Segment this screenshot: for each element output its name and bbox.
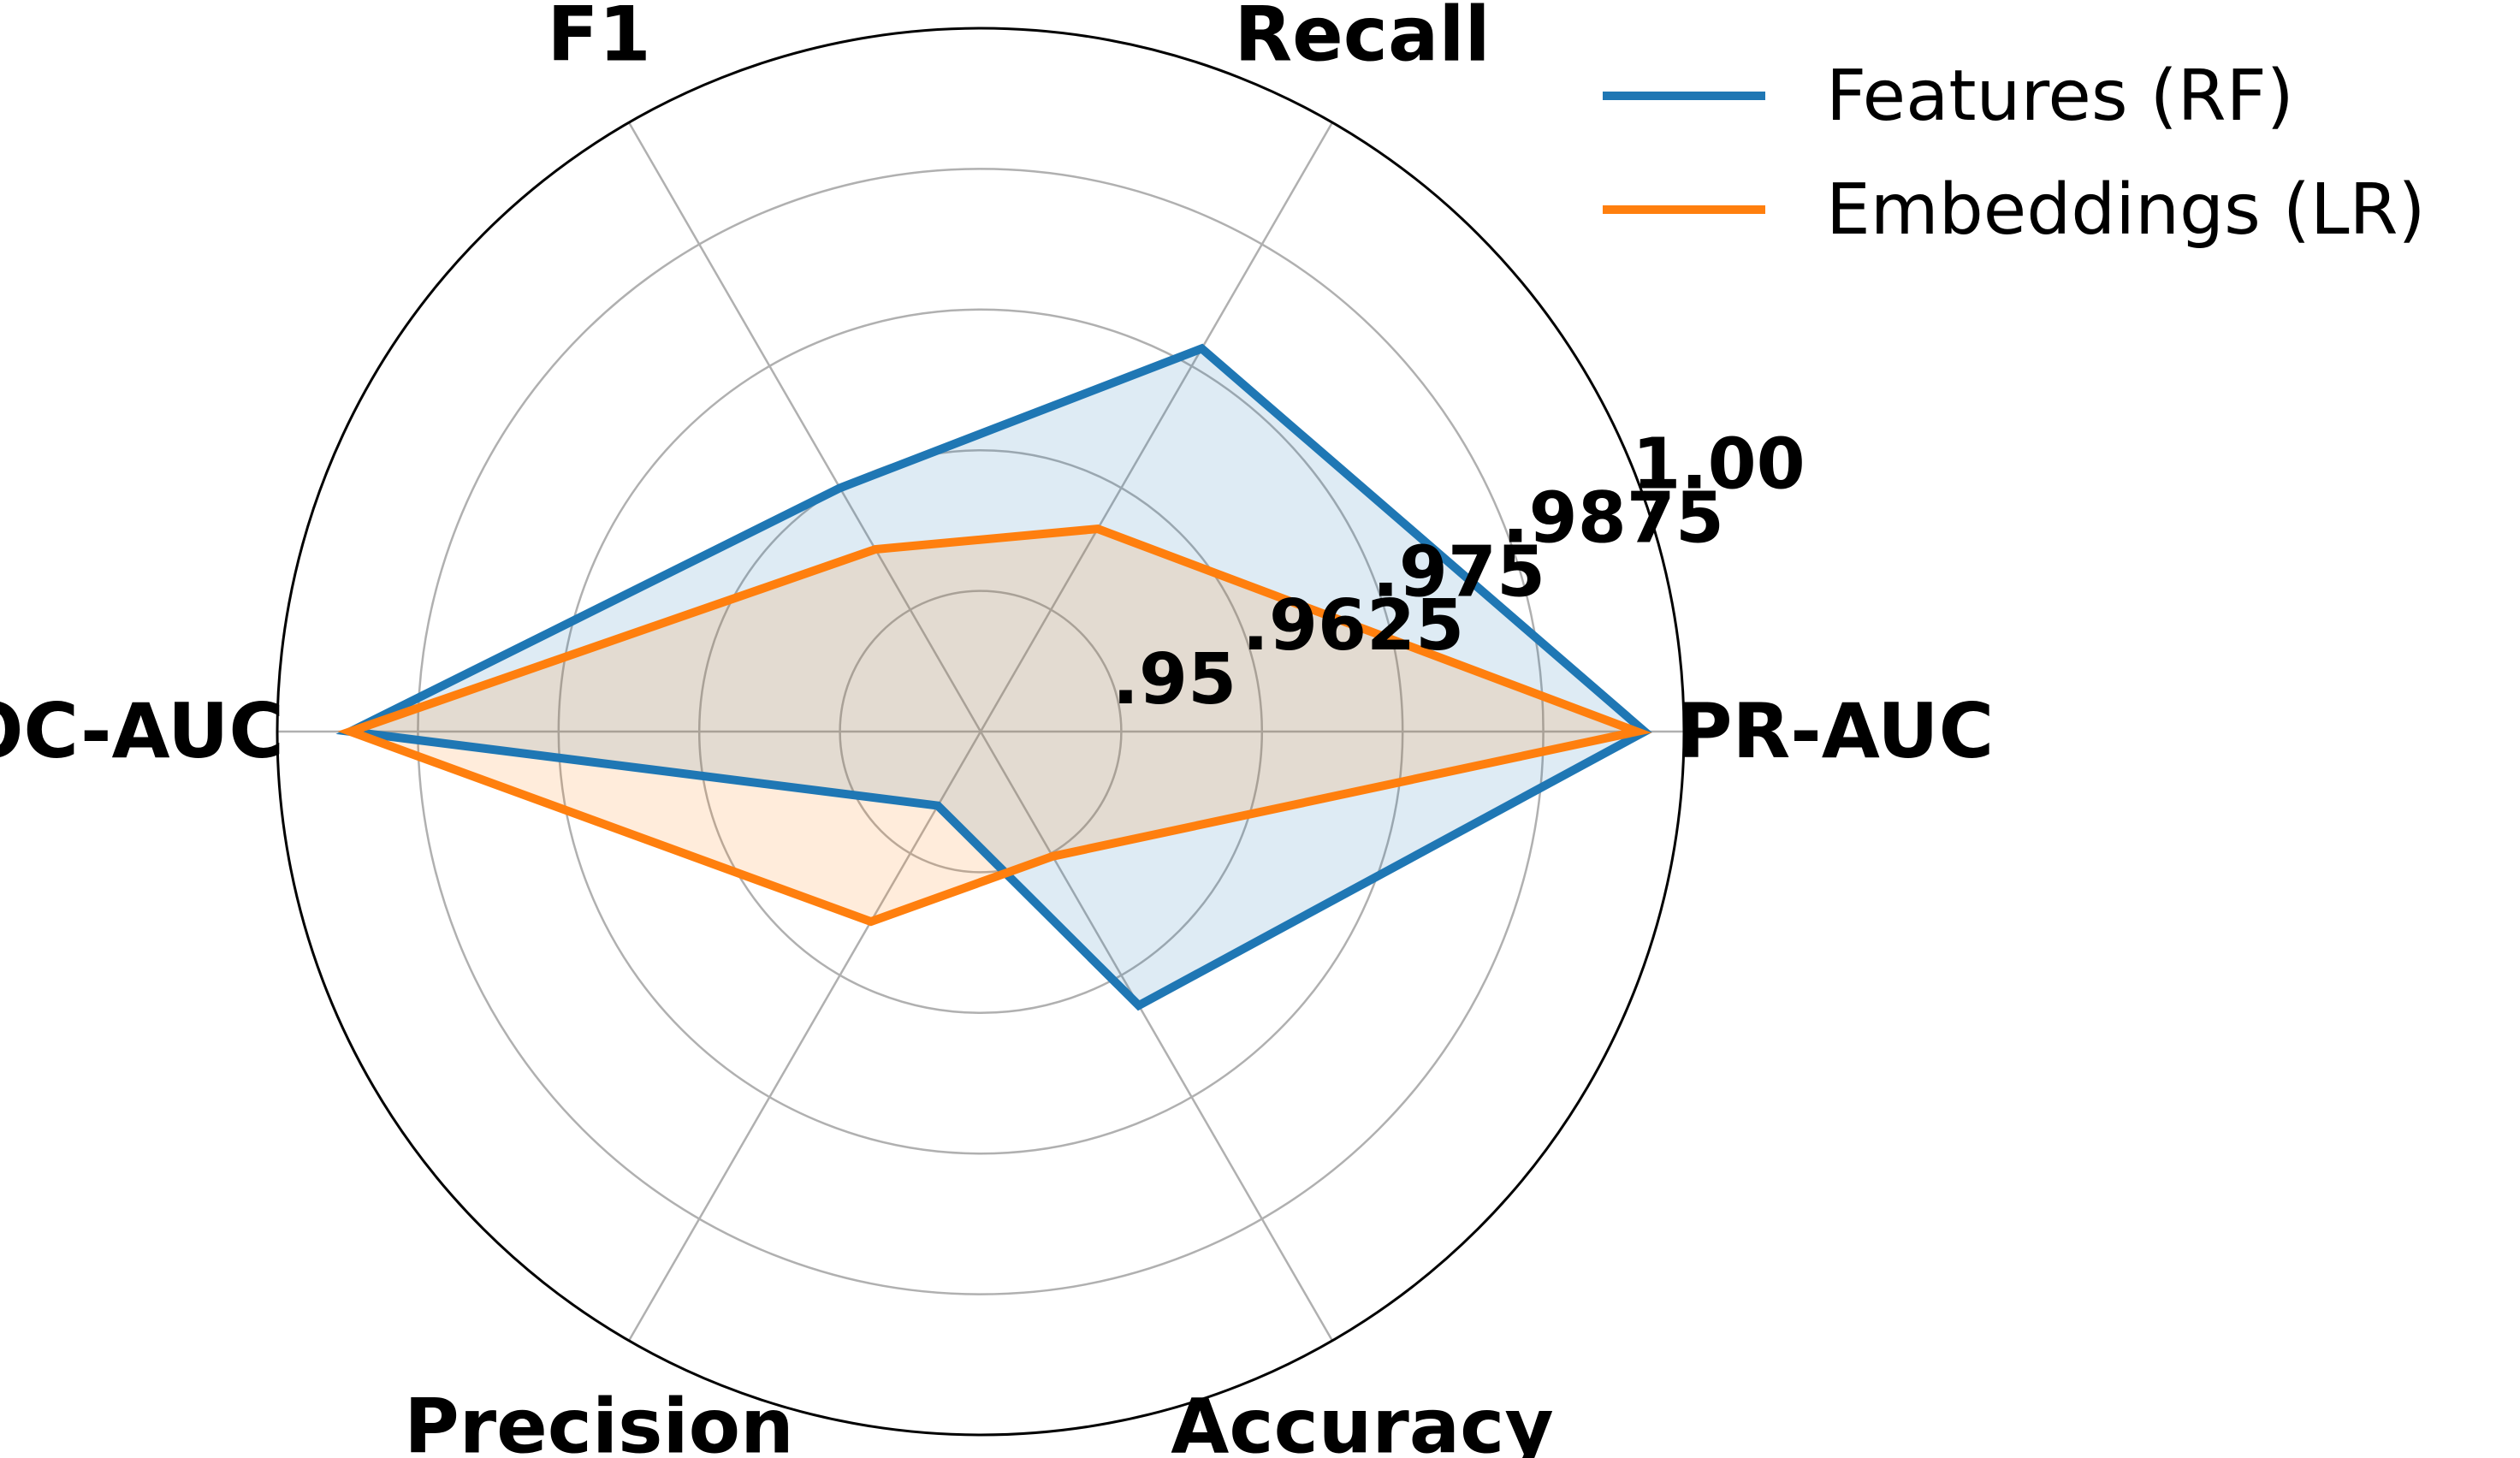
legend-label-features: Features (RF) xyxy=(1826,56,2294,137)
series-line-1 xyxy=(337,525,1652,927)
radial-tick-label: .95 xyxy=(1112,639,1236,720)
series-area-1 xyxy=(350,529,1637,922)
legend-label-embeddings: Embeddings (LR) xyxy=(1826,169,2426,251)
radial-tick-label: .9875 xyxy=(1503,477,1724,559)
radar-series xyxy=(335,343,1652,1011)
series-area-0 xyxy=(350,348,1645,1006)
outer-frame-circle xyxy=(276,27,1686,1437)
spoke-accuracy xyxy=(979,731,1334,1342)
radial-tick-label: 1.00 xyxy=(1632,424,1805,505)
radar-grid xyxy=(276,27,1686,1437)
grid-ring xyxy=(417,168,1545,1295)
axis-label-precision: Precision xyxy=(404,1383,794,1458)
axis-label-pr-auc: PR-AUC xyxy=(1677,687,1994,775)
spoke-f1 xyxy=(627,122,982,732)
grid-ring xyxy=(557,308,1404,1155)
axis-labels: PR-AUC Recall F1 ROC-AUC Precision Accuracy xyxy=(0,0,1994,1458)
axis-label-roc-auc: ROC-AUC xyxy=(0,687,284,775)
radial-tick-label: .9625 xyxy=(1242,585,1464,667)
spoke-recall xyxy=(979,122,1334,732)
spoke-precision xyxy=(627,731,982,1342)
axis-label-accuracy: Accuracy xyxy=(1171,1383,1553,1458)
radial-tick-label: .975 xyxy=(1373,531,1545,613)
legend: Features (RF) Embeddings (LR) xyxy=(1603,56,2426,251)
axis-label-recall: Recall xyxy=(1234,0,1490,79)
axis-label-f1: F1 xyxy=(547,0,650,79)
grid-ring xyxy=(839,590,1123,874)
grid-ring xyxy=(697,448,1264,1015)
